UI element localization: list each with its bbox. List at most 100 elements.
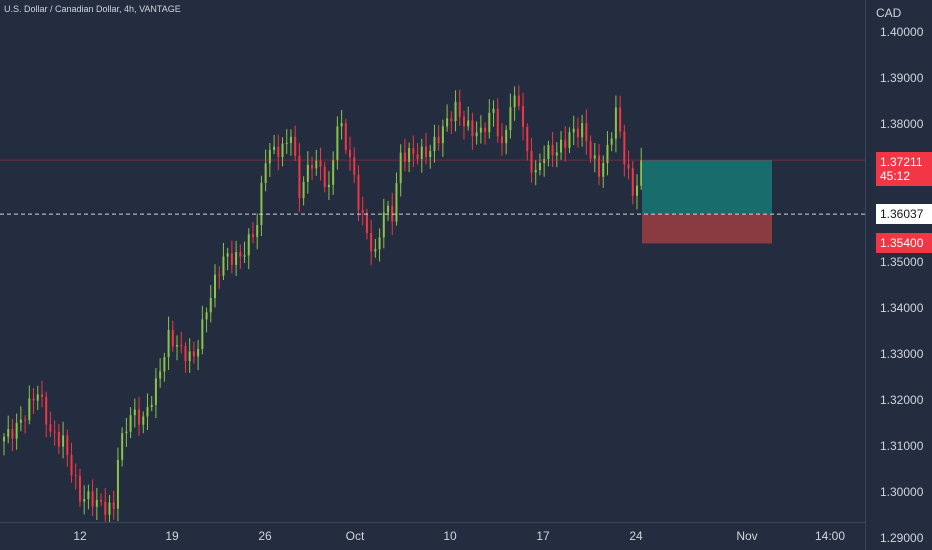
candle-body [171, 330, 174, 347]
candle-body [488, 112, 491, 133]
candle-body [336, 126, 339, 161]
candle-body [332, 160, 335, 185]
candle-body [361, 210, 364, 213]
candle-body [167, 330, 170, 358]
candle-body [260, 182, 263, 226]
candle-body [315, 160, 318, 169]
candle-body [543, 159, 546, 164]
candle-body [176, 345, 179, 347]
candle-body [623, 131, 626, 165]
candle-body [500, 136, 503, 144]
candle-body [159, 371, 162, 379]
stop-price-label: 1.35400 [876, 233, 932, 254]
time-tick: 17 [536, 529, 550, 543]
profit-zone[interactable] [642, 160, 772, 215]
candle-body [462, 116, 465, 127]
candle-body [437, 136, 440, 144]
candle-body [129, 415, 132, 432]
candle-body [251, 234, 254, 237]
candle-body [547, 145, 550, 160]
time-tick: 14:00 [814, 529, 846, 543]
candle-body [83, 499, 86, 502]
candle-body [572, 128, 575, 133]
time-axis[interactable]: 12 19 26 Oct 10 17 24 Nov 14:00 [0, 522, 865, 550]
candle-body [197, 348, 200, 357]
candle-body [235, 252, 238, 265]
candle-body [62, 435, 65, 447]
chart-area[interactable]: U.S. Dollar / Canadian Dollar, 4h, VANTA… [0, 0, 865, 522]
candle-body [382, 212, 385, 238]
candle-body [180, 345, 183, 347]
loss-zone[interactable] [642, 214, 772, 244]
candle-body [530, 151, 533, 173]
candle-body [374, 249, 377, 252]
candle-body [568, 132, 571, 148]
candle-body [104, 501, 107, 515]
candle-body [150, 404, 153, 408]
candle-body [230, 253, 233, 265]
candle-body [28, 398, 31, 420]
candle-body [412, 148, 415, 155]
candle-body [378, 237, 381, 250]
candle-body [517, 95, 520, 107]
candle-body [416, 154, 419, 160]
candle-body [264, 163, 267, 183]
candle-body [391, 205, 394, 222]
candle-body [446, 118, 449, 127]
candle-body [222, 256, 225, 276]
candle-body [298, 155, 301, 199]
candle-body [598, 155, 601, 177]
candle-body [100, 499, 103, 502]
current-price-label: 1.37211 45:12 [876, 152, 932, 187]
chart-title: U.S. Dollar / Canadian Dollar, 4h, VANTA… [4, 4, 181, 14]
bar-countdown: 45:12 [880, 169, 911, 184]
candle-body [534, 169, 537, 173]
price-tick: 1.39000 [880, 70, 924, 85]
candle-body [239, 252, 242, 257]
candle-body [7, 428, 10, 437]
price-tick: 1.31000 [880, 438, 924, 453]
candle-body [420, 146, 423, 160]
candle-body [268, 149, 271, 164]
candle-body [441, 126, 444, 144]
candle-body [302, 181, 305, 199]
candle-body [349, 150, 352, 158]
price-tick: 1.32000 [880, 392, 924, 407]
candle-body [522, 106, 525, 128]
candle-body [3, 436, 5, 442]
candle-body [11, 428, 14, 439]
time-tick: 12 [73, 529, 87, 543]
candle-body [425, 146, 427, 157]
candle-body [475, 132, 478, 137]
candle-body [454, 101, 457, 122]
candle-body [429, 151, 432, 157]
price-tick: 1.29000 [880, 531, 924, 546]
candle-body [78, 475, 81, 502]
candle-body [66, 435, 69, 456]
candle-body [243, 255, 246, 257]
candle-body [589, 141, 592, 159]
candle-body [226, 253, 229, 257]
time-tick: 10 [443, 529, 457, 543]
candle-body [353, 157, 356, 175]
candle-body [311, 164, 314, 169]
candle-body [357, 174, 360, 211]
candle-body [631, 168, 634, 196]
candle-body [526, 127, 529, 152]
candle-body [560, 139, 563, 153]
candle-body [57, 431, 60, 447]
price-tick: 1.38000 [880, 116, 924, 131]
price-tick: 1.30000 [880, 485, 924, 499]
candle-body [277, 146, 280, 158]
candle-body [496, 108, 499, 137]
candle-body [505, 130, 508, 144]
candle-body [133, 409, 136, 416]
candle-body [403, 152, 406, 162]
candlestick-plot[interactable] [0, 0, 865, 522]
crosshair-price-label: 1.36037 [876, 204, 932, 225]
candle-body [49, 424, 52, 432]
price-axis[interactable]: CAD 1.400001.390001.380001.370001.360001… [865, 0, 932, 550]
candle-body [323, 166, 326, 188]
candle-body [112, 502, 115, 509]
candle-body [564, 139, 567, 148]
